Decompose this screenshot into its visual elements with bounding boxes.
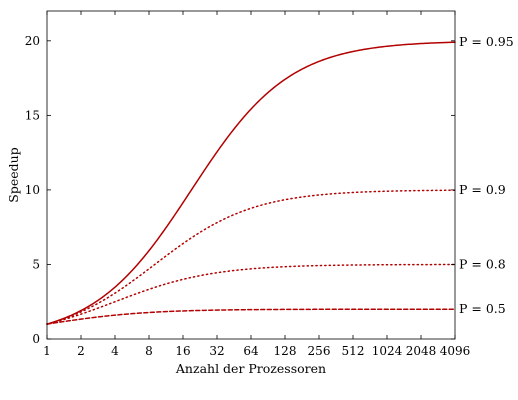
x-tick-label: 4096 [440,344,471,358]
series-line [46,308,456,325]
x-tick-label: 32 [209,344,224,358]
x-tick-label: 4 [111,344,119,358]
series-line [46,189,456,325]
x-tick-label: 16 [175,344,190,358]
y-axis-ticks: 0 5 10 15 20 [25,34,455,346]
series-labels: P = 0.95 P = 0.9 P = 0.8 P = 0.5 [459,34,514,316]
x-tick-label: 2048 [406,344,437,358]
y-tick-label: 10 [25,183,40,197]
series-line [46,263,456,325]
series-lines [46,41,456,325]
x-tick-label: 8 [145,344,153,358]
series-label: P = 0.95 [459,34,514,49]
series-label: P = 0.9 [459,182,506,197]
y-tick-label: 15 [25,108,40,122]
x-tick-label: 512 [342,344,365,358]
x-tick-label: 1 [43,344,51,358]
series-label: P = 0.8 [459,256,506,271]
y-tick-label: 20 [25,34,40,48]
y-tick-label: 0 [32,332,40,346]
y-axis-title: Speedup [6,147,21,202]
x-tick-label: 64 [243,344,259,358]
y-tick-label: 5 [32,257,40,271]
plot-frame [46,10,456,340]
series-label: P = 0.5 [459,301,506,316]
x-axis-ticks: 1 2 4 8 16 32 64 128 256 512 1024 2048 4096 [43,11,470,358]
x-tick-label: 1024 [372,344,403,358]
series-line [46,41,456,325]
x-axis-title: Anzahl der Prozessoren [175,361,326,376]
x-tick-label: 2 [77,344,85,358]
x-tick-label: 256 [308,344,331,358]
x-tick-label: 128 [274,344,297,358]
